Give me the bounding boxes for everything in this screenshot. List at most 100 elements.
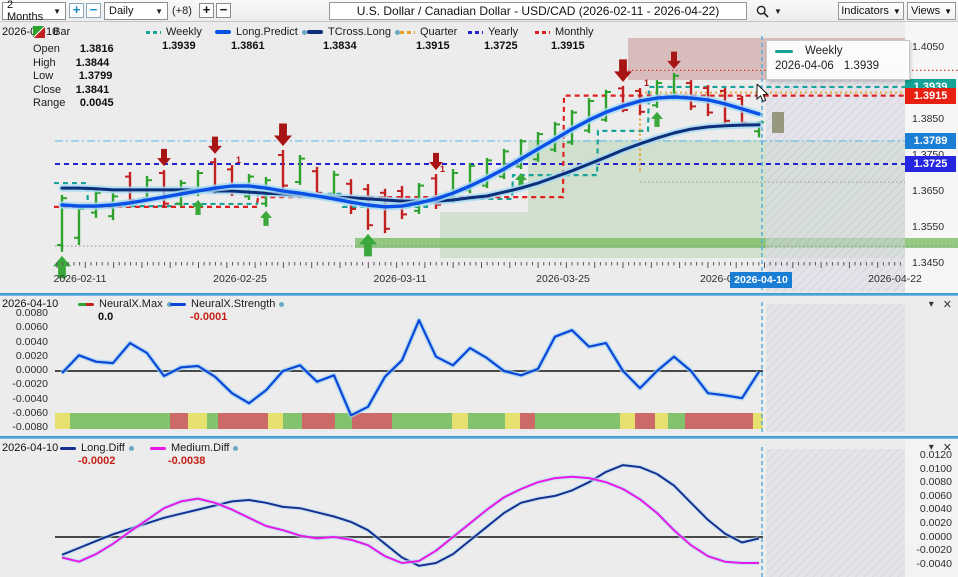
signal-arrows — [53, 51, 681, 279]
date-axis-label: 2026-04-22 — [868, 273, 922, 285]
medium-diff-line — [61, 475, 759, 564]
panel-controls: ▾ ✕ — [929, 441, 952, 454]
panel-separator[interactable] — [0, 293, 958, 296]
info-dot-icon[interactable] — [128, 445, 134, 451]
date-axis-label: 2026-0 — [700, 273, 733, 285]
legend-value: 0.0 — [98, 311, 113, 323]
legend-name: Long.Predict — [236, 26, 298, 38]
diff-panel: 2026-04-10 Long.Diff -0.0002 Medium.Diff -0… — [0, 439, 958, 577]
offset-decrease-button[interactable]: − — [216, 3, 231, 18]
chevron-down-icon: ▼ — [774, 6, 782, 16]
bar-series-legend: Bar — [33, 26, 71, 39]
legend-name: Monthly — [555, 26, 594, 38]
date-axis-label: 2026-02-11 — [53, 273, 107, 285]
neuralx-axis-label: -0.0060 — [12, 406, 48, 419]
info-dot-icon[interactable] — [394, 29, 400, 35]
legend-value: -0.0002 — [78, 455, 115, 467]
forecast-bar — [772, 112, 784, 133]
interval-select-value: Daily — [109, 5, 134, 17]
legend-name: Quarter — [420, 26, 458, 38]
range-increase-button[interactable]: + — [69, 3, 84, 18]
price-axis-label: 1.3550 — [912, 221, 945, 233]
chevron-down-icon: ▼ — [944, 6, 953, 16]
tooltip-series-name: Weekly — [805, 45, 843, 57]
price-badge: 1.3915 — [905, 87, 956, 104]
price-axis-label: 1.4050 — [912, 41, 945, 53]
indicators-button[interactable]: Indicators ▼ — [838, 2, 904, 20]
offset-increase-button[interactable]: + — [199, 3, 214, 18]
info-dot-icon[interactable] — [301, 29, 307, 35]
toolbar: 2 Months ▼ + − Daily ▼ (+8) + − U.S. Dol… — [0, 0, 958, 23]
collapse-panel-icon[interactable]: ▾ — [928, 442, 934, 453]
future-window — [766, 449, 905, 577]
legend-value-text: -0.0038 — [168, 455, 206, 467]
legend-value-text: -0.0001 — [190, 311, 228, 323]
indicators-button-label: Indicators — [841, 5, 889, 17]
collapse-panel-icon[interactable]: ▾ — [928, 299, 934, 310]
legend-item-tcross-long: TCross.Long — [307, 26, 400, 38]
ohlc-row: Close 1.3841 — [33, 84, 109, 96]
close-panel-icon[interactable]: ✕ — [942, 442, 952, 454]
legend-value: -0.0038 — [168, 455, 205, 467]
diff-chart[interactable] — [0, 439, 958, 577]
legend-name: Yearly — [488, 26, 519, 38]
ohlc-label: Low — [33, 70, 54, 82]
panel-controls: ▾ ✕ — [929, 298, 952, 311]
neuralx-axis-label: 0.0000 — [15, 364, 48, 376]
legend-item-neuralx-strength: NeuralX.Strength — [170, 298, 285, 310]
legend-line-icon — [170, 302, 186, 306]
crosshair-date: 2026-04-10 — [2, 298, 59, 310]
close-panel-icon[interactable]: ✕ — [942, 299, 952, 311]
price-badge: 1.3789 — [905, 132, 956, 149]
legend-value-text: 1.3915 — [551, 40, 585, 52]
legend-line-icon — [78, 302, 94, 306]
legend-value: 1.3834 — [323, 40, 357, 52]
diff-axis-label: 0.0040 — [919, 503, 952, 516]
neural-heat-strip — [55, 413, 763, 429]
symbol-search[interactable]: ▼ — [756, 3, 786, 19]
chart-title: U.S. Dollar / Canadian Dollar - USD/CAD … — [329, 2, 747, 20]
price-axis-label: 1.3650 — [912, 185, 945, 197]
future-window — [766, 80, 905, 292]
hover-tooltip: Weekly 2026-04-06 1.3939 — [766, 40, 910, 80]
legend-name: TCross.Long — [328, 26, 391, 38]
medium-diff-line-glow — [61, 474, 759, 566]
diff-axis-label: -0.0020 — [916, 544, 952, 557]
range-decrease-button[interactable]: − — [86, 3, 101, 18]
date-axis-label: 2026-02-25 — [213, 273, 267, 285]
tooltip-value: 1.3939 — [843, 60, 880, 72]
legend-name: Medium.Diff — [171, 442, 230, 454]
legend-item-monthly: Monthly — [535, 26, 594, 38]
legend-item-neuralx-max: NeuralX.Max — [78, 298, 172, 310]
info-dot-icon[interactable] — [279, 301, 285, 307]
views-button[interactable]: Views ▼ — [907, 2, 956, 20]
legend-value: 1.3939 — [162, 40, 196, 52]
legend-value: -0.0001 — [190, 311, 227, 323]
info-dot-icon[interactable] — [233, 445, 239, 451]
info-dot-icon[interactable] — [166, 301, 172, 307]
legend-name: NeuralX.Strength — [191, 298, 276, 310]
ohlc-value: 1.3799 — [78, 70, 113, 82]
legend-line-icon — [535, 30, 550, 34]
future-window — [766, 304, 905, 432]
legend-name: NeuralX.Max — [99, 298, 163, 310]
interval-select[interactable]: Daily ▼ — [104, 2, 168, 20]
date-axis-ticks — [56, 262, 901, 268]
neuralx-panel: 2026-04-10 NeuralX.Max 0.0 NeuralX.Strengt… — [0, 296, 958, 436]
bar-series-name: Bar — [53, 26, 71, 38]
chevron-down-icon: ▼ — [155, 6, 163, 16]
legend-item-long-diff: Long.Diff — [60, 442, 134, 454]
legend-value-text: 1.3861 — [231, 40, 265, 52]
neuralx-axis-label: -0.0040 — [12, 392, 48, 405]
neuralx-chart[interactable] — [0, 296, 958, 436]
signal-note-1: 1 — [236, 155, 241, 165]
legend-value-text: 1.3834 — [323, 40, 357, 52]
ohlc-value: 1.3844 — [75, 56, 110, 69]
legend-line-icon — [215, 30, 231, 35]
range-select[interactable]: 2 Months ▼ — [2, 0, 66, 23]
date-axis-label: 2026-03-11 — [373, 273, 427, 285]
panel-separator[interactable] — [0, 436, 958, 439]
ohlc-value: 1.3841 — [75, 83, 110, 96]
neural-strength-line — [61, 319, 760, 417]
